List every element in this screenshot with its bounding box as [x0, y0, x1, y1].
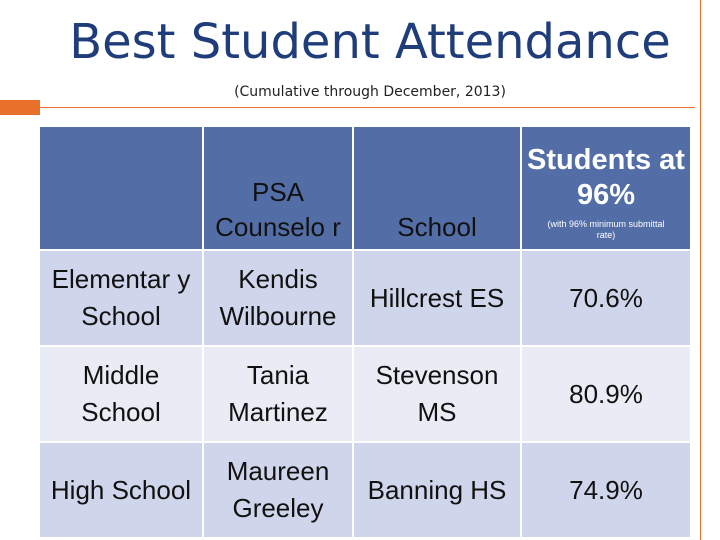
table-header-row: PSA Counselo r School Students at 96% (w… [38, 125, 692, 251]
header-school: School [352, 125, 522, 251]
cell-percent: 74.9% [520, 441, 692, 539]
table-row: Middle School Tania Martinez Stevenson M… [38, 345, 692, 443]
cell-percent: 70.6% [520, 249, 692, 347]
cell-school: Banning HS [352, 441, 522, 539]
cell-level: Elementar y School [38, 249, 204, 347]
cell-counselor: Tania Martinez [202, 345, 354, 443]
accent-bar [0, 100, 40, 115]
header-students: Students at 96% (with 96% minimum submit… [520, 125, 692, 251]
cell-level: Middle School [38, 345, 204, 443]
cell-counselor: Maureen Greeley [202, 441, 354, 539]
table-row: Elementar y School Kendis Wilbourne Hill… [38, 249, 692, 347]
header-level [38, 125, 204, 251]
cell-percent: 80.9% [520, 345, 692, 443]
header-students-note: (with 96% minimum submittal rate) [547, 218, 665, 240]
accent-divider [40, 107, 695, 108]
cell-school: Hillcrest ES [352, 249, 522, 347]
header-counselor: PSA Counselo r [202, 125, 354, 251]
cell-school: Stevenson MS [352, 345, 522, 443]
cell-counselor: Kendis Wilbourne [202, 249, 354, 347]
header-students-label: Students at 96% [527, 143, 685, 211]
cell-level: High School [38, 441, 204, 539]
side-rule [700, 0, 701, 540]
table-row: High School Maureen Greeley Banning HS 7… [38, 441, 692, 539]
slide-title: Best Student Attendance [69, 14, 671, 70]
attendance-table: PSA Counselo r School Students at 96% (w… [38, 125, 692, 539]
slide-subtitle: (Cumulative through December, 2013) [234, 84, 506, 100]
